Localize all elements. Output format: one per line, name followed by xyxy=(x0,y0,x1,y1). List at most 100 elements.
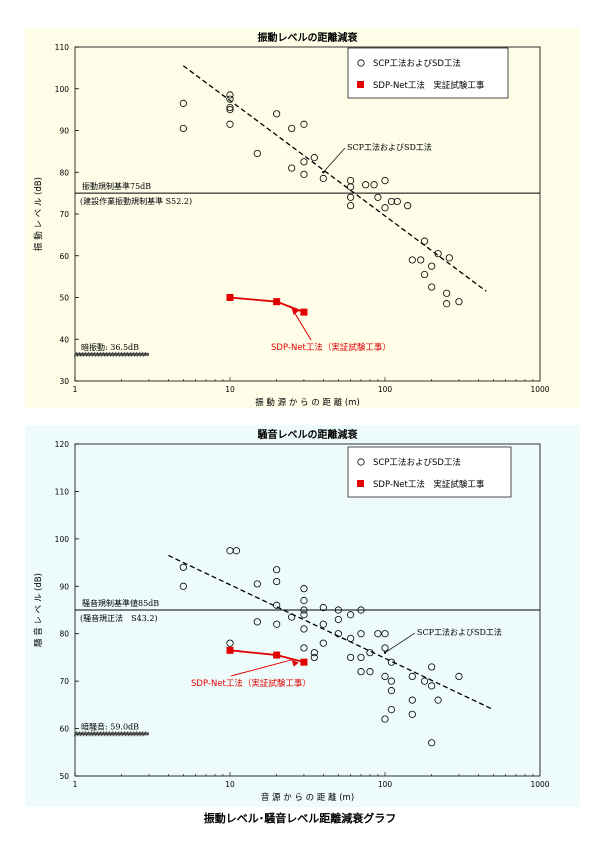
vibration-chart-panel: 振動レベルの距離減衰 30 40 50 60 70 80 90 100 110 1 10 100 1000… xyxy=(25,28,580,408)
x-tick-label: 10 xyxy=(225,780,235,789)
y-tick-label: 110 xyxy=(55,487,70,496)
data-point-scp xyxy=(445,254,453,262)
y-tick-label: 110 xyxy=(55,43,70,52)
background-level-hatch xyxy=(82,351,87,358)
y-tick-label: 60 xyxy=(59,252,69,261)
data-point-scp xyxy=(381,672,389,680)
background-level-hatch xyxy=(136,351,141,358)
background-level-hatch xyxy=(106,351,111,358)
data-point-scp xyxy=(226,91,234,99)
background-level-hatch xyxy=(76,731,81,737)
reference-line-note: (建設作業振動規制基準 S52.2) xyxy=(80,196,192,206)
data-point-sdp-net xyxy=(300,308,308,316)
data-point-scp xyxy=(381,630,389,638)
data-point-scp xyxy=(300,611,308,619)
legend-label-sdp-net: SDP-Net工法 実証試験工事 xyxy=(373,479,485,490)
data-point-scp xyxy=(253,580,261,588)
y-axis-label: 振 動 レ ベ ル (dB) xyxy=(33,177,44,251)
data-point-scp xyxy=(347,611,355,619)
data-point-scp xyxy=(288,124,296,133)
chart-title: 振動レベルの距離減衰 xyxy=(258,31,359,44)
data-point-scp xyxy=(319,639,327,647)
data-point-scp xyxy=(334,615,342,624)
annotation-sdp-net-arrowhead xyxy=(291,659,299,667)
legend-label-scp: SCP工法およびSD工法 xyxy=(373,58,461,69)
background-level-hatch xyxy=(139,351,144,358)
data-point-scp xyxy=(273,620,281,628)
background-level-hatch xyxy=(124,351,129,358)
data-point-scp xyxy=(366,649,374,657)
data-point-scp xyxy=(347,634,355,643)
data-point-scp xyxy=(179,563,187,571)
background-level-hatch xyxy=(124,731,129,737)
data-point-scp xyxy=(347,653,355,662)
reference-line-note: (騒音規正法 S43.2) xyxy=(80,613,158,623)
data-point-scp xyxy=(226,120,234,128)
legend-label-sdp-net: SDP-Net工法 実証試験工事 xyxy=(373,80,485,91)
x-tick-label: 10 xyxy=(225,385,235,394)
background-level-hatch xyxy=(115,731,120,737)
data-point-scp xyxy=(300,644,308,652)
data-point-scp xyxy=(455,298,463,306)
background-level-hatch xyxy=(79,731,84,737)
chart-title: 騒音レベルの距離減衰 xyxy=(257,428,359,441)
y-axis-label: 騒 音 レ ベ ル (dB) xyxy=(33,573,44,647)
data-point-scp xyxy=(310,154,318,162)
x-tick-label: 1 xyxy=(73,780,78,789)
background-level-hatch xyxy=(142,351,147,358)
data-point-scp xyxy=(428,682,436,690)
data-point-scp xyxy=(310,653,318,662)
data-point-scp xyxy=(310,649,318,657)
reference-line-label: 騒音規制基準値85dB xyxy=(82,598,159,608)
data-point-scp xyxy=(347,177,355,185)
background-level-hatch xyxy=(109,351,114,358)
data-point-scp xyxy=(387,687,396,695)
data-point-scp xyxy=(273,566,281,574)
annotation-scp-arrow xyxy=(384,632,416,653)
y-tick-label: 70 xyxy=(59,210,69,219)
legend-box xyxy=(347,446,512,498)
annotation-scp-arrowhead xyxy=(383,651,387,654)
background-level-hatch xyxy=(106,731,111,737)
background-level-label: 暗振動: 36.5dB xyxy=(81,342,139,352)
y-tick-label: 80 xyxy=(59,168,69,177)
data-point-scp xyxy=(420,270,429,279)
data-point-scp xyxy=(226,106,234,114)
y-tick-label: 100 xyxy=(55,85,70,94)
legend-box xyxy=(347,47,509,99)
x-tick-label: 1000 xyxy=(530,385,549,394)
data-point-scp xyxy=(300,625,308,633)
data-point-scp xyxy=(300,606,308,614)
annotation-scp-arrow xyxy=(323,147,346,173)
legend-marker-sdp-net xyxy=(357,480,364,487)
trend-line xyxy=(182,65,487,292)
data-point-scp xyxy=(179,99,187,107)
legend-label-scp: SCP工法およびSD工法 xyxy=(373,457,461,468)
x-axis-label: 音 源 か ら の 距 離 (m) xyxy=(261,792,354,803)
background-level-hatch xyxy=(88,351,93,358)
data-point-scp xyxy=(428,739,436,747)
data-point-scp xyxy=(408,710,416,718)
y-tick-label: 90 xyxy=(59,127,69,136)
data-point-scp xyxy=(387,197,396,206)
background-level-hatch xyxy=(100,731,105,737)
background-level-hatch xyxy=(133,351,138,358)
data-point-scp xyxy=(319,174,327,183)
background-level-band xyxy=(75,352,149,356)
data-point-scp xyxy=(226,547,234,555)
background-level-band xyxy=(75,732,149,736)
background-level-hatch xyxy=(88,731,93,737)
annotation-scp: SCP工法およびSD工法 xyxy=(417,627,502,637)
data-point-scp xyxy=(428,283,436,291)
data-point-sdp-net xyxy=(273,298,281,306)
data-point-scp xyxy=(434,250,442,258)
background-level-hatch xyxy=(127,731,132,737)
data-point-scp xyxy=(428,663,436,671)
data-point-scp xyxy=(420,677,429,685)
background-level-hatch xyxy=(118,731,123,737)
data-point-scp xyxy=(319,604,327,612)
data-point-scp xyxy=(357,653,365,662)
data-point-scp xyxy=(362,181,370,189)
annotation-sdp-net-arrow xyxy=(230,659,292,677)
